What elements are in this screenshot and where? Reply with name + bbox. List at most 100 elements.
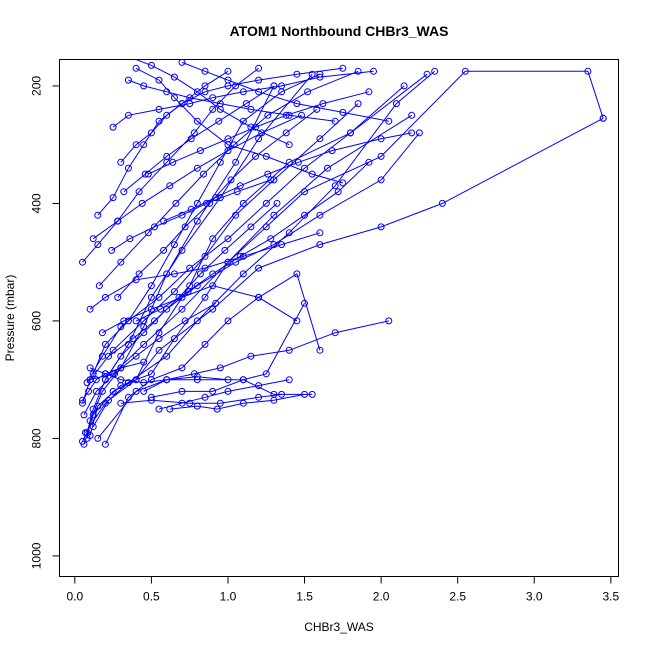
data-point	[339, 64, 347, 72]
data-point	[170, 241, 178, 249]
data-point	[92, 387, 100, 395]
data-point	[385, 117, 393, 125]
data-point	[224, 376, 232, 384]
data-point	[114, 293, 122, 301]
data-point	[117, 364, 125, 372]
data-point	[216, 399, 224, 407]
data-point	[140, 82, 148, 90]
data-point	[415, 129, 423, 137]
series-line	[83, 302, 216, 416]
data-point	[264, 111, 272, 119]
data-point	[155, 76, 163, 84]
data-point	[377, 152, 385, 160]
data-point	[438, 199, 446, 207]
data-point	[157, 305, 165, 313]
data-point	[262, 199, 270, 207]
series-line	[82, 114, 412, 404]
data-point	[213, 405, 221, 413]
series-line	[120, 67, 343, 163]
data-point	[193, 117, 201, 125]
data-point	[187, 205, 195, 213]
data-point	[301, 299, 308, 307]
data-point	[216, 158, 224, 166]
data-point	[196, 270, 204, 278]
data-point	[187, 135, 195, 143]
series-line	[148, 91, 370, 175]
data-point	[163, 152, 171, 160]
series-37	[144, 88, 373, 178]
data-point	[80, 411, 88, 419]
series-31	[155, 376, 293, 413]
data-point	[224, 67, 232, 75]
data-point	[247, 123, 255, 131]
data-point	[293, 270, 301, 278]
data-point	[408, 111, 416, 119]
data-point	[94, 211, 102, 219]
y-tick-label: 1000	[30, 542, 44, 569]
data-point	[181, 317, 189, 325]
y-tick-label: 800	[30, 428, 44, 448]
data-point	[278, 82, 286, 90]
data-point	[209, 105, 217, 113]
data-point	[255, 264, 263, 272]
data-point	[278, 241, 286, 249]
series-30	[140, 317, 393, 395]
data-point	[170, 73, 178, 81]
data-point	[193, 164, 201, 172]
series-line	[89, 232, 321, 310]
x-tick-label: 3.5	[602, 590, 619, 604]
data-point	[105, 396, 112, 404]
series-line	[181, 61, 389, 122]
series-line	[92, 117, 604, 427]
data-point	[347, 129, 354, 137]
data-point	[267, 176, 275, 184]
data-point	[212, 194, 220, 202]
data-point	[155, 346, 163, 354]
data-point	[147, 129, 155, 137]
data-point	[239, 376, 247, 384]
data-point	[201, 340, 209, 348]
data-point	[166, 182, 174, 190]
x-tick-label: 3.0	[526, 590, 543, 604]
data-point	[184, 288, 192, 296]
data-point	[170, 270, 178, 278]
data-point	[101, 440, 109, 448]
data-point	[193, 317, 201, 325]
data-point	[201, 67, 209, 75]
data-point	[94, 402, 102, 410]
data-point	[239, 199, 247, 207]
data-point	[196, 147, 204, 155]
data-point	[126, 59, 131, 61]
data-point	[293, 317, 301, 325]
series-11	[147, 299, 308, 401]
data-point	[285, 376, 293, 384]
data-point	[255, 76, 263, 84]
x-tick-label: 1.0	[220, 590, 237, 604]
data-point	[461, 67, 469, 75]
data-point	[316, 229, 324, 237]
series-15	[79, 64, 263, 266]
series-35	[126, 59, 293, 149]
data-point	[255, 135, 263, 143]
data-point	[236, 252, 244, 260]
data-point	[308, 170, 316, 178]
data-point	[79, 258, 86, 266]
series-29	[95, 67, 362, 290]
data-point	[169, 158, 177, 166]
data-point	[209, 305, 217, 313]
series-line	[135, 67, 343, 184]
data-point	[186, 399, 194, 407]
series-24	[80, 299, 220, 419]
data-point	[270, 176, 278, 184]
data-point	[82, 429, 89, 437]
data-point	[242, 100, 250, 108]
data-point	[155, 293, 163, 301]
data-point	[144, 170, 152, 178]
data-point	[193, 373, 201, 381]
data-point	[262, 223, 270, 231]
data-point	[140, 340, 148, 348]
data-point	[365, 88, 373, 96]
chart-title: ATOM1 Northbound CHBr3_WAS	[230, 23, 449, 39]
data-point	[193, 282, 201, 290]
series-38	[108, 176, 275, 254]
